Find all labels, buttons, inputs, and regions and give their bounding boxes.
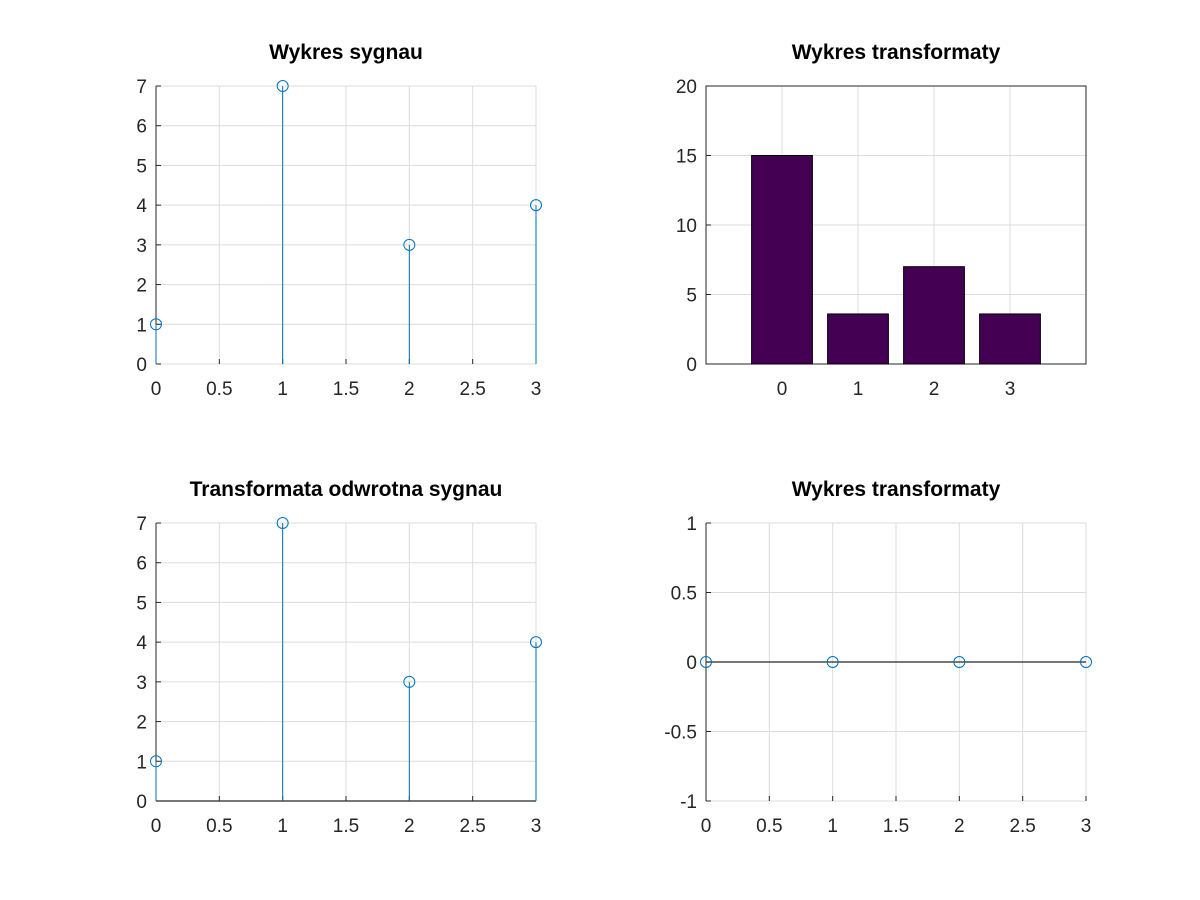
- x-tick-label: 2: [929, 379, 940, 400]
- x-tick-label: 3: [531, 816, 542, 837]
- stem-marker: [1080, 656, 1092, 668]
- y-tick-label: 7: [136, 514, 147, 535]
- y-tick-label: 0: [686, 653, 697, 674]
- y-tick-label: 5: [136, 156, 147, 177]
- stem-marker: [150, 318, 162, 331]
- stem-marker: [953, 656, 966, 668]
- x-tick-label: 0.5: [206, 816, 232, 837]
- y-tick-label: -0.5: [664, 723, 697, 744]
- stem-marker: [826, 656, 839, 668]
- y-tick-label: 2: [136, 276, 147, 297]
- x-tick-label: 0: [777, 379, 788, 400]
- x-tick-label: 2.5: [459, 379, 485, 400]
- x-tick-label: 0.5: [206, 379, 232, 400]
- y-tick-label: 2: [136, 713, 147, 734]
- chart-title: Transformata odwrotna sygnau: [190, 478, 503, 501]
- x-tick-label: 0: [701, 816, 712, 837]
- y-tick-label: 1: [136, 315, 147, 336]
- y-tick-label: 0: [136, 355, 147, 376]
- chart-panel-4: Wykres transformaty -1 -0.5 0 0.5 1 0 0.5 1 1.5 2 2…: [664, 478, 1092, 837]
- y-tick-label: 0.5: [671, 584, 697, 605]
- y-tick-label: 20: [676, 77, 697, 98]
- y-tick-label: 5: [136, 593, 147, 614]
- chart-title: Wykres transformaty: [792, 478, 1001, 501]
- bar-1: [827, 313, 889, 365]
- y-tick-label: 6: [136, 117, 147, 138]
- y-tick-label: 6: [136, 554, 147, 575]
- x-tick-label: 3: [531, 379, 542, 400]
- bar-0: [751, 155, 813, 365]
- y-tick-label: 0: [136, 792, 147, 813]
- y-tick-label: 4: [136, 196, 147, 217]
- x-tick-label: 1.5: [333, 816, 359, 837]
- x-tick-label: 1: [853, 379, 864, 400]
- y-tick-label: 0: [686, 355, 697, 376]
- bar-3: [979, 313, 1041, 365]
- x-tick-label: 1: [277, 379, 288, 400]
- chart-panel-2: Wykres transformaty 0 5 10 15 20 0 1 2 3: [676, 41, 1087, 400]
- x-tick-label: 2.5: [459, 816, 485, 837]
- x-tick-label: 0: [151, 816, 162, 837]
- y-tick-label: 1: [136, 752, 147, 773]
- chart-panel-1: Wykres sygnau 0 1 2 3 4 5 6 7 0 0.5 1 1.5 2 2.5 3: [136, 41, 542, 400]
- x-tick-label: 2: [404, 816, 415, 837]
- chart-panel-3: Transformata odwrotna sygnau 0 1 2 3 4 5 6 7 0 0.5…: [136, 478, 542, 837]
- y-tick-label: 1: [686, 514, 697, 535]
- x-tick-label: 0.5: [756, 816, 782, 837]
- stem-marker: [276, 517, 289, 529]
- y-tick-label: -1: [680, 792, 697, 813]
- x-tick-label: 3: [1005, 379, 1016, 400]
- chart-title: Wykres sygnau: [269, 41, 423, 64]
- stem-marker: [276, 80, 289, 92]
- x-tick-label: 2: [404, 379, 415, 400]
- y-tick-label: 15: [676, 147, 697, 168]
- stem-marker: [150, 755, 162, 768]
- y-tick-label: 5: [686, 286, 697, 307]
- y-tick-label: 10: [676, 216, 697, 237]
- x-tick-label: 0: [151, 379, 162, 400]
- stem-marker: [403, 675, 416, 688]
- stem-marker: [700, 656, 712, 668]
- y-tick-label: 4: [136, 633, 147, 654]
- x-tick-label: 2: [954, 816, 965, 837]
- x-tick-label: 1.5: [883, 816, 909, 837]
- stem-marker: [530, 636, 542, 649]
- y-tick-label: 3: [136, 673, 147, 694]
- x-tick-label: 1: [827, 816, 838, 837]
- bar-2: [903, 266, 965, 365]
- stem-marker: [530, 199, 542, 212]
- x-tick-label: 3: [1081, 816, 1092, 837]
- x-tick-label: 1.5: [333, 379, 359, 400]
- x-tick-label: 1: [277, 816, 288, 837]
- chart-title: Wykres transformaty: [792, 41, 1001, 64]
- y-tick-label: 7: [136, 77, 147, 98]
- x-tick-label: 2.5: [1009, 816, 1035, 837]
- stem-marker: [403, 238, 416, 251]
- y-tick-label: 3: [136, 236, 147, 257]
